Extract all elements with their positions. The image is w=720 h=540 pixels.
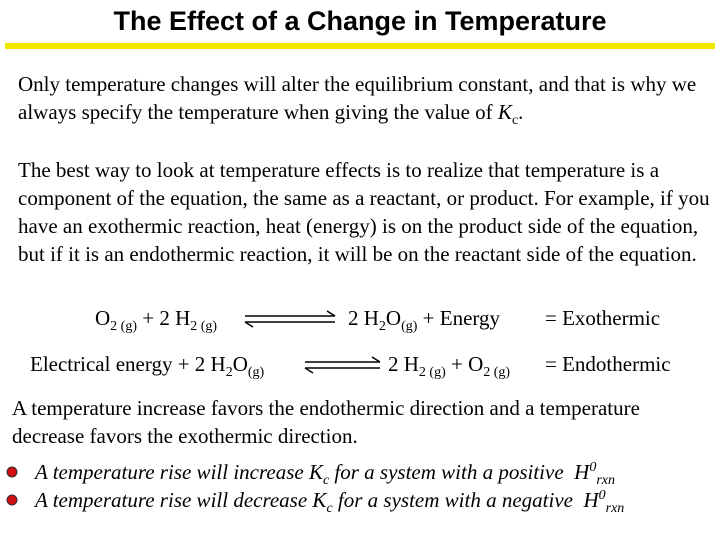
text: 2 <box>225 365 233 381</box>
text: rxn <box>596 473 616 489</box>
equilibrium-arrow <box>304 356 381 374</box>
text: 2 (g) <box>110 319 137 335</box>
text: + O <box>445 352 484 376</box>
text: K <box>312 488 327 512</box>
text: 2 (g) <box>190 319 218 335</box>
bullet: A temperature rise will decrease Kc for … <box>35 488 625 517</box>
text: A temperature increase favors the endoth… <box>12 396 640 448</box>
paragraph: The best way to look at temperature effe… <box>18 156 718 268</box>
text: A temperature rise will decrease <box>35 488 313 512</box>
equation-label: = Exothermic <box>545 306 661 330</box>
text: c <box>511 113 519 129</box>
text: c <box>322 473 330 489</box>
equation-products: 2 H2O(g) + Energy <box>348 306 501 335</box>
text: O <box>232 352 248 376</box>
text: H <box>574 460 590 484</box>
paragraph: Only temperature changes will alter the … <box>18 70 718 129</box>
text: (g) <box>401 319 418 335</box>
text: (g) <box>247 365 265 381</box>
bullet-marker <box>6 466 18 478</box>
text: Electrical energy + 2 H <box>30 352 226 376</box>
title: The Effect of a Change in Temperature <box>113 6 607 36</box>
text: H <box>583 488 599 512</box>
equation-label: = Endothermic <box>545 352 671 376</box>
text: 2 <box>378 319 386 335</box>
text: Only temperature changes will alter the … <box>18 72 697 124</box>
text: rxn <box>605 501 625 517</box>
text: . <box>518 100 524 124</box>
text: for a system with a positive <box>329 460 569 484</box>
text: 2 (g) <box>483 365 511 381</box>
bullet: A temperature rise will increase Kc for … <box>35 460 616 489</box>
text: 0 <box>598 488 606 503</box>
text: O <box>95 306 111 330</box>
text: + 2 H <box>137 306 191 330</box>
text: 2 H <box>348 306 379 330</box>
equation-products: 2 H2 (g) + O2 (g) <box>388 352 511 381</box>
equilibrium-arrow <box>244 310 336 328</box>
text: c <box>326 501 333 517</box>
text: + Energy <box>417 306 501 330</box>
equation-reactants: O2 (g) + 2 H2 (g) <box>95 306 218 335</box>
text: K <box>497 100 512 124</box>
text: 2 (g) <box>418 365 446 381</box>
text: The best way to look at temperature effe… <box>18 158 710 266</box>
paragraph: A temperature increase favors the endoth… <box>12 394 652 450</box>
text: K <box>308 460 323 484</box>
text: 0 <box>589 460 597 475</box>
text: for a system with a negative <box>332 488 579 512</box>
bullet-marker <box>6 494 18 506</box>
text: 2 H <box>388 352 419 376</box>
text: A temperature rise will increase <box>35 460 309 484</box>
equation-reactants: Electrical energy + 2 H2O(g) <box>30 352 265 381</box>
text: O <box>385 306 402 330</box>
title-underline <box>5 43 715 49</box>
